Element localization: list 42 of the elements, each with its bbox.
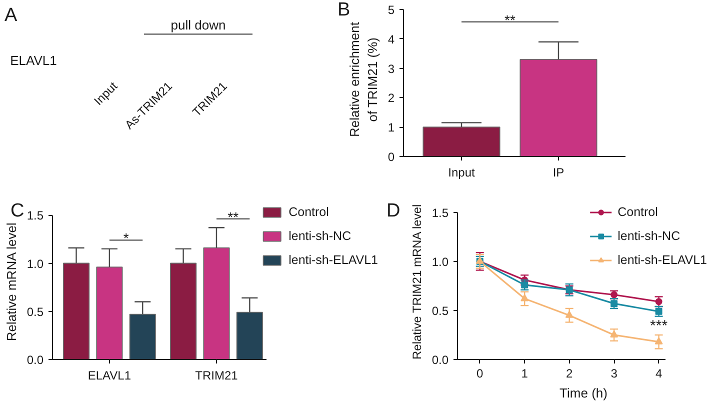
legend-label: lenti-sh-ELAVL1 <box>618 253 707 267</box>
x-tick-label: 3 <box>610 366 618 380</box>
y-tick-label: 1 <box>388 120 395 135</box>
y-tick-label: 0.5 <box>26 304 44 319</box>
x-tick-label: ELAVL1 <box>88 368 132 382</box>
x-tick-label: 4 <box>655 366 662 380</box>
legend-label: lenti-sh-NC <box>288 229 352 243</box>
y-tick-label: 0.0 <box>432 353 449 367</box>
x-tick-label: 2 <box>566 366 573 380</box>
legend-label: Control <box>618 205 658 219</box>
y-tick-label: 3 <box>388 62 395 76</box>
y-axis-title: Relative enrichment of TRIM21 (%) <box>346 22 380 137</box>
chart-title: B <box>338 0 350 20</box>
chart-title: D <box>386 200 400 222</box>
y-tick-label: 2 <box>388 91 395 106</box>
x-tick-label: IP <box>552 166 564 180</box>
y-tick-label: 0.0 <box>26 353 44 367</box>
annotation: * <box>123 230 130 246</box>
annotation: ** <box>504 12 516 28</box>
y-tick-label: 1.5 <box>432 206 449 220</box>
legend-label: lenti-sh-ELAVL1 <box>288 253 378 267</box>
legend-label: Control <box>288 205 329 219</box>
x-axis-title: Time (h) <box>560 386 608 400</box>
y-axis-title: Relative TRIM21 mRNA level <box>410 204 424 360</box>
y-tick-label: 1.0 <box>432 254 449 269</box>
legend-label: lenti-sh-NC <box>618 229 680 243</box>
annotation: *** <box>650 318 668 335</box>
y-tick-label: 0 <box>388 150 395 164</box>
text: A <box>4 4 18 26</box>
y-tick-label: 5 <box>388 3 395 17</box>
y-tick-label: 1.0 <box>26 256 44 271</box>
y-axis-title: Relative mRNA level <box>4 222 19 342</box>
annotation: ** <box>228 208 240 225</box>
y-tick-label: 0.5 <box>432 304 449 318</box>
x-tick-label: 0 <box>476 366 484 380</box>
text: pull down <box>170 17 226 32</box>
text: ELAVL1 <box>10 52 57 68</box>
y-tick-label: 1.5 <box>26 208 44 223</box>
x-tick-label: TRIM21 <box>195 368 238 382</box>
y-tick-label: 4 <box>388 32 395 46</box>
chart-title: C <box>10 200 24 222</box>
x-tick-label: 1 <box>521 366 528 380</box>
